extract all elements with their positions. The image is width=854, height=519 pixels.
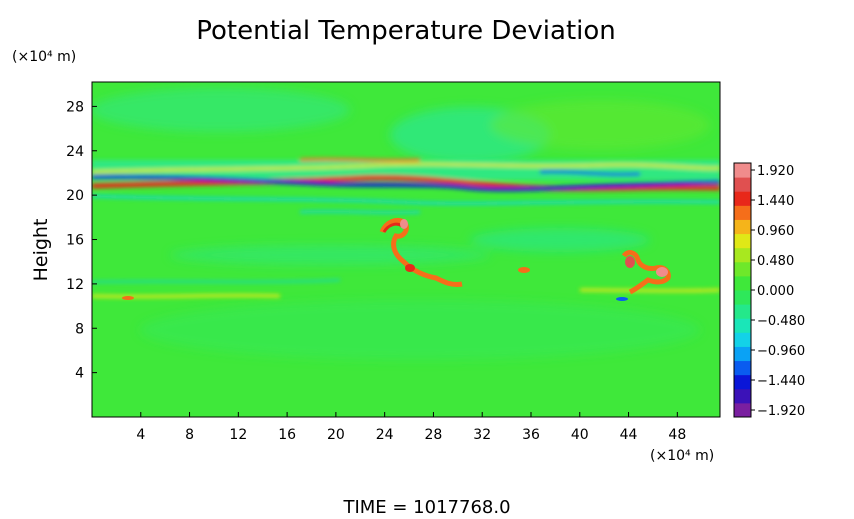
colorbar-swatch — [734, 360, 751, 376]
plume-left-peak — [400, 219, 408, 229]
field-soft-patch — [470, 228, 650, 252]
y-tick-label: 8 — [75, 321, 84, 337]
colorbar-label: 0.960 — [757, 224, 794, 239]
x-tick-label: 32 — [473, 427, 491, 443]
field-band-cyan — [92, 194, 720, 205]
field-band-yellow — [92, 293, 281, 299]
field-band-cyan — [299, 209, 421, 215]
colorbar-swatch — [734, 163, 751, 178]
field-soft-patch — [140, 300, 700, 360]
colorbar-swatch — [734, 290, 751, 305]
x-tick-label: 8 — [185, 427, 194, 443]
heatmap-field — [92, 82, 720, 417]
chart-title: Potential Temperature Deviation — [196, 16, 616, 46]
field-band-yellow — [92, 162, 720, 174]
colorbar-swatch — [734, 191, 751, 206]
plot-frame — [91, 81, 721, 418]
colorbar-label: −1.920 — [757, 404, 805, 419]
plume-left-foot — [405, 264, 415, 272]
colorbar-label: 0.480 — [757, 254, 794, 269]
colorbar-label: −0.480 — [757, 314, 805, 329]
time-annotation: TIME = 1017768.0 — [342, 497, 510, 518]
plume-right-peak — [625, 256, 635, 268]
colorbar-swatch — [734, 318, 751, 333]
field-band-red — [92, 175, 720, 192]
colorbar-swatch — [734, 332, 751, 347]
colorbar-label: 1.920 — [757, 164, 794, 179]
colorbar-swatch — [734, 177, 751, 192]
y-unit-label: (×10⁴ m) — [12, 49, 76, 65]
plume-right-peak — [656, 267, 668, 277]
colorbar: 1.920 1.440 0.960 0.480 0.000 −0.480 −0.960 −1.… — [733, 162, 805, 419]
y-tick-label: 16 — [66, 233, 84, 249]
x-tick-label: 40 — [571, 427, 589, 443]
y-tick-label: 12 — [66, 277, 84, 293]
colorbar-swatch — [734, 402, 751, 418]
x-tick-label: 36 — [522, 427, 540, 443]
field-soft-patch — [490, 100, 710, 150]
colorbar-swatch — [734, 374, 751, 390]
x-tick-label: 44 — [620, 427, 638, 443]
x-tick-label: 20 — [327, 427, 345, 443]
x-tick-label: 4 — [136, 427, 145, 443]
colorbar-swatch — [734, 205, 751, 220]
field-band-orange — [299, 157, 421, 163]
plume-mid — [518, 267, 530, 273]
colorbar-swatch — [734, 346, 751, 362]
colorbar-label: 0.000 — [757, 284, 794, 299]
colorbar-label: 1.440 — [757, 194, 794, 209]
field-spot-orange — [122, 296, 134, 300]
x-tick-label: 28 — [425, 427, 443, 443]
field-band-cyan — [92, 279, 341, 283]
y-axis-label: Height — [30, 219, 52, 282]
x-unit-label: (×10⁴ m) — [650, 448, 714, 464]
field-soft-patch — [170, 245, 490, 265]
x-tick-label: 12 — [229, 427, 247, 443]
field-band-yellow — [579, 288, 720, 293]
colorbar-label: −1.440 — [757, 374, 805, 389]
field-band-blue — [539, 170, 641, 176]
colorbar-swatch — [734, 247, 751, 263]
plume-right-low — [616, 297, 628, 301]
colorbar-swatch — [734, 233, 751, 249]
y-tick-label: 20 — [66, 188, 84, 204]
colorbar-swatch — [734, 275, 751, 291]
y-tick-label: 4 — [75, 366, 84, 382]
x-tick-label: 48 — [668, 427, 686, 443]
x-tick-label: 16 — [278, 427, 296, 443]
colorbar-label: −0.960 — [757, 344, 805, 359]
colorbar-swatch — [734, 219, 751, 235]
field-band-blue — [92, 174, 720, 192]
colorbar-swatch — [734, 388, 751, 404]
colorbar-swatch — [734, 261, 751, 277]
x-tick-label: 24 — [376, 427, 394, 443]
colorbar-swatch — [734, 304, 751, 319]
y-tick-label: 24 — [66, 144, 84, 160]
field-soft-patch — [92, 88, 350, 132]
y-tick-label: 28 — [66, 99, 84, 115]
